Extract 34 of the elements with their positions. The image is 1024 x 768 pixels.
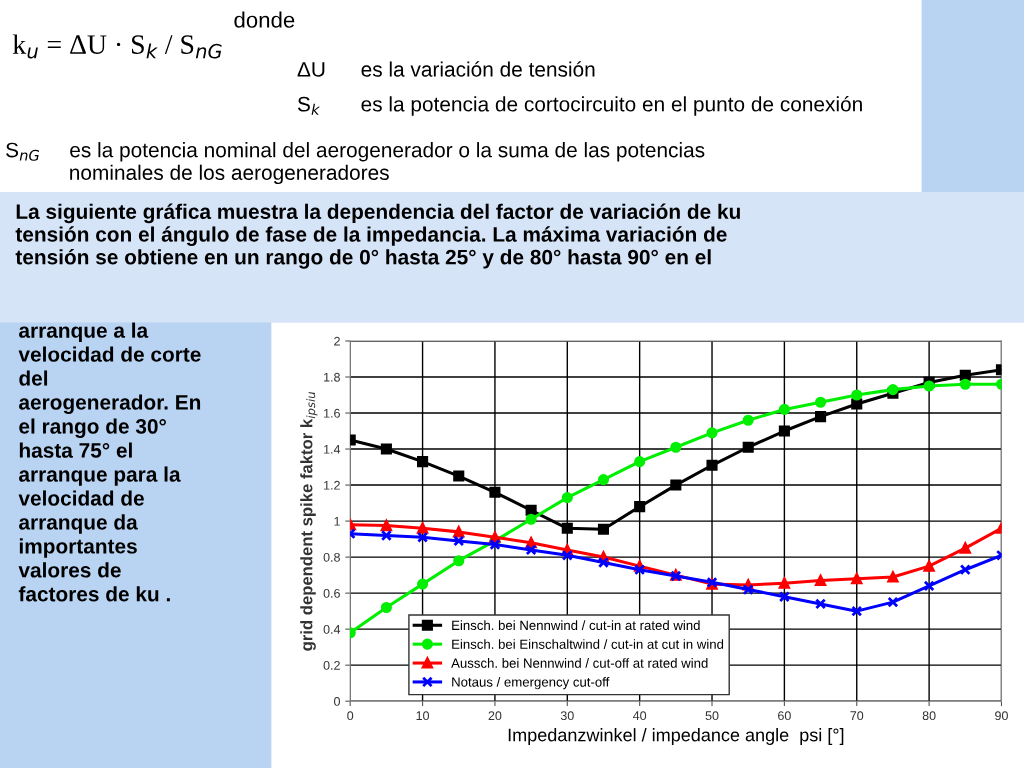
y-tick-label: 2 <box>334 336 340 346</box>
text: La siguiente gráfica muestra la dependencia del factor de variación de ku tensión con el ángulo de fase de la impedancia. La máxima variación de tensión se obtiene en un rango de 0° hasta 25° y de 80° hasta 90° en el <box>15 203 740 269</box>
x-tick-label: 60 <box>778 711 791 721</box>
legend-label: Aussch. bei Nennwind / cut-off at rated wind <box>451 658 708 668</box>
y-tick-label: 1.6 <box>324 408 340 418</box>
legend-label: Einsch. bei Nennwind / cut-in at rated wind <box>452 620 700 631</box>
x-tick-label: 70 <box>850 711 864 721</box>
legend-label: Notaus / emergency cut-off <box>452 677 610 690</box>
y-tick-label: 0 <box>334 696 340 706</box>
x-tick-label: 30 <box>560 711 574 721</box>
text: ΔU es la variación de tensión <box>297 61 595 77</box>
y-tick-label: 0.8 <box>323 552 340 562</box>
y-tick-label: 0.2 <box>323 660 340 670</box>
text: donde <box>234 11 295 28</box>
y-tick-label: 0.6 <box>323 588 340 598</box>
y-axis-title: grid dependent spike faktor k$_{ipsiu}$ <box>300 391 318 651</box>
x-tick-label: 50 <box>705 711 719 721</box>
x-axis-title: Impedanzwinkel / impedance angle psi [°] <box>508 728 844 745</box>
y-tick-label: 1.2 <box>324 480 340 490</box>
x-tick-label: 10 <box>416 711 430 721</box>
legend-label: Einsch. bei Einschaltwind / cut-in at cut in wind <box>452 639 724 649</box>
text: k$_{u}$ = ΔU · S$_{k}$ / S$_{nG}$ <box>12 34 222 59</box>
x-tick-label: 80 <box>922 711 936 721</box>
text: S$_{nG}$ es la potencia nominal del aerogenerador o la suma de las potencias nominales de los aerogeneradores <box>6 142 705 185</box>
x-tick-label: 40 <box>632 711 647 721</box>
y-tick-label: 1 <box>334 517 340 526</box>
x-tick-label: 90 <box>995 711 1008 721</box>
y-tick-label: 1.4 <box>324 444 341 454</box>
text: S$_{k}$ es la potencia de cortocircuito en el punto de conexión <box>297 96 862 116</box>
y-tick-label: 0.4 <box>323 624 341 634</box>
x-tick-label: 20 <box>488 711 502 721</box>
x-tick-label: 0 <box>347 711 354 721</box>
text: arranque a la velocidad de corte del aerogenerador. En el rango de 30° hasta 75° el arranque para la velocidad de arranque da importantes valores de factores de ku . <box>18 322 201 602</box>
y-tick-label: 1.8 <box>324 372 340 382</box>
